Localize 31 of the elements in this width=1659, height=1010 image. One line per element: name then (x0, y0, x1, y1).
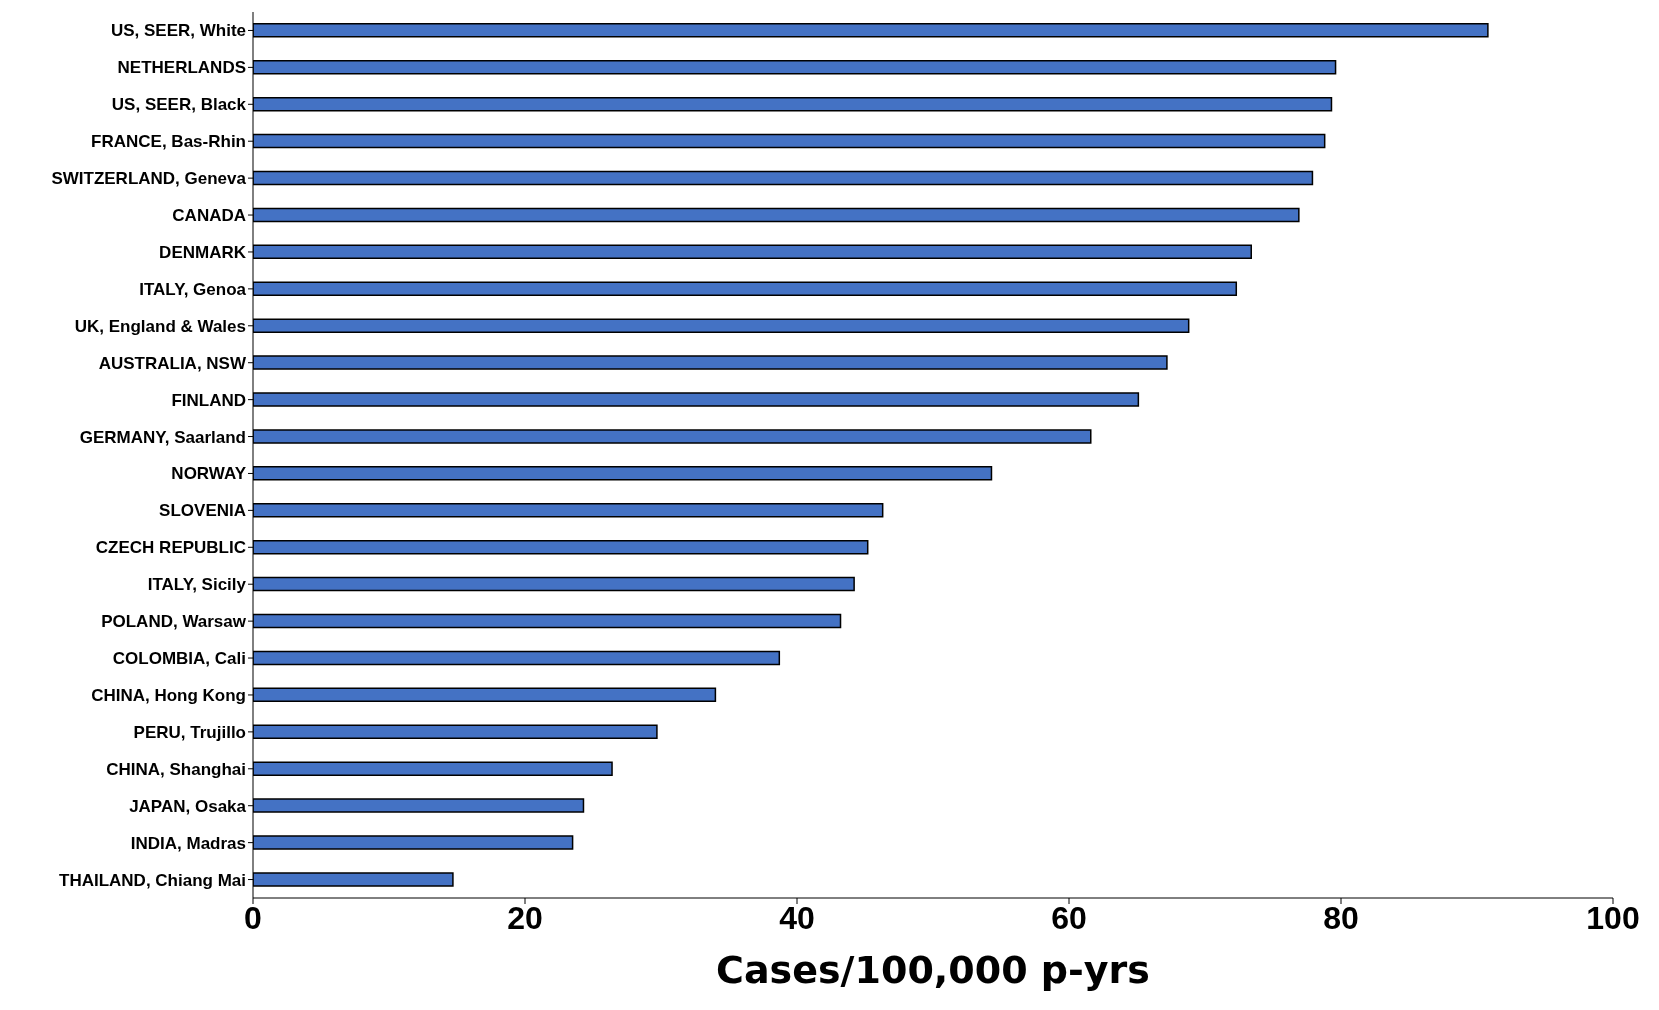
x-tick-label: 80 (1323, 899, 1359, 936)
y-tick-label: GERMANY, Saarland (79, 427, 246, 447)
y-tick-label: AUSTRALIA, NSW (98, 353, 247, 373)
y-tick-label: SWITZERLAND, Geneva (51, 169, 247, 189)
y-tick-label: COLOMBIA, Cali (112, 649, 246, 669)
y-tick-label: NETHERLANDS (117, 58, 246, 78)
y-tick-label: THAILAND, Chiang Mai (59, 870, 246, 890)
x-tick-label: 100 (1586, 899, 1640, 936)
y-tick-label: CZECH REPUBLIC (95, 538, 246, 558)
y-tick-label: US, SEER, Black (111, 95, 247, 115)
x-tick-label: 20 (507, 899, 543, 936)
y-tick-label: PERU, Trujillo (133, 722, 246, 742)
y-tick-label: UK, England & Wales (74, 316, 246, 336)
x-axis-title: Cases/100,000 p-yrs (715, 948, 1151, 992)
y-tick-label: JAPAN, Osaka (129, 796, 247, 816)
y-tick-label: ITALY, Sicily (147, 575, 247, 595)
y-tick-label: DENMARK (159, 242, 247, 262)
y-tick-label: SLOVENIA (159, 501, 246, 521)
y-tick-label: CHINA, Hong Kong (91, 685, 246, 705)
x-tick-label: 40 (779, 899, 815, 936)
y-tick-label: POLAND, Warsaw (101, 612, 247, 632)
y-tick-label: CANADA (172, 206, 246, 226)
y-tick-label: FRANCE, Bas-Rhin (91, 132, 246, 152)
y-tick-label: NORWAY (171, 464, 247, 484)
y-tick-label: US, SEER, White (110, 21, 246, 41)
x-tick-label: 0 (244, 899, 262, 936)
y-tick-label: ITALY, Genoa (139, 279, 247, 299)
x-tick-label: 60 (1051, 899, 1087, 936)
y-tick-label: FINLAND (171, 390, 246, 410)
y-tick-label: INDIA, Madras (130, 833, 246, 853)
y-tick-label: CHINA, Shanghai (106, 759, 246, 779)
